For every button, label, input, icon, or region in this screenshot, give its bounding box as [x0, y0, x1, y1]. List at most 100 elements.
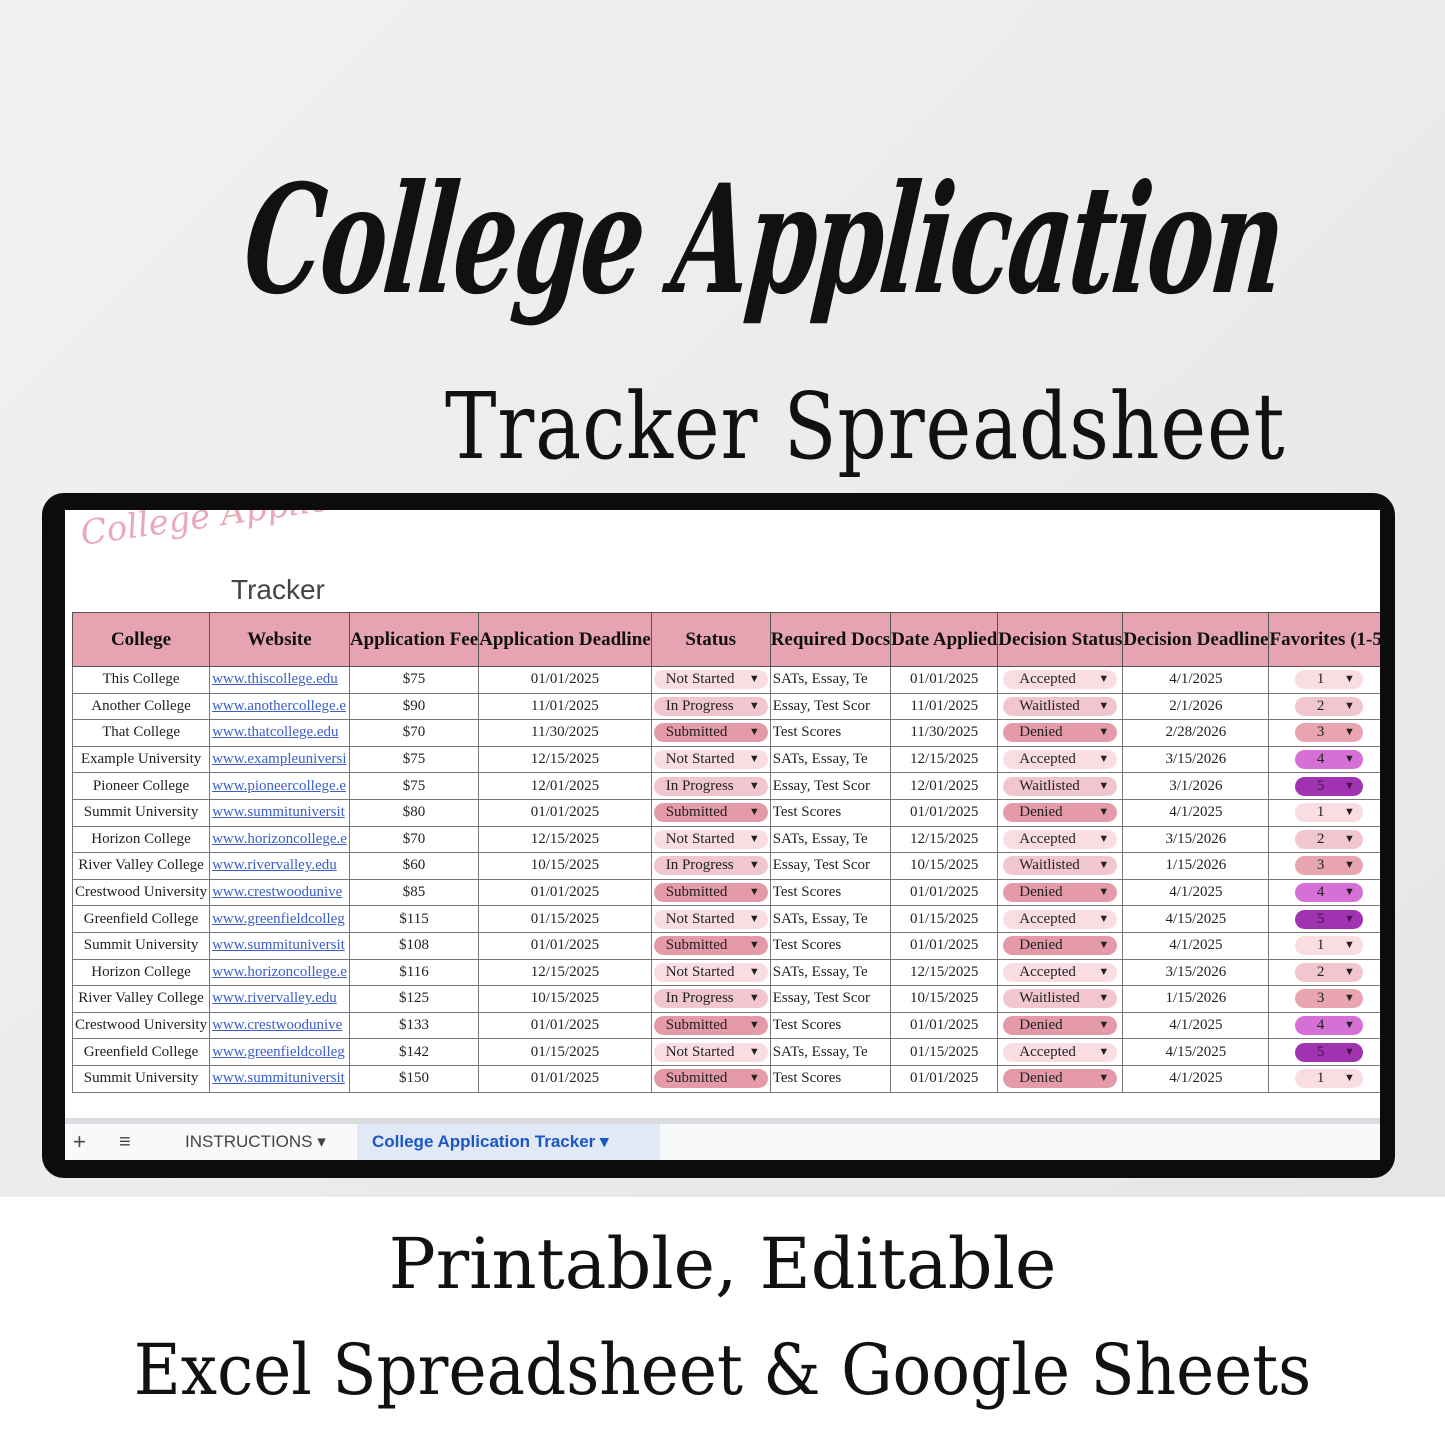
favorites-dropdown[interactable]: 5 ▼ [1294, 1042, 1363, 1062]
website-link[interactable]: www.thatcollege.edu [212, 724, 339, 741]
cell-required-docs[interactable]: Test Scores [769, 798, 892, 827]
cell-required-docs[interactable]: Test Scores [769, 719, 892, 747]
cell-website[interactable]: www.rivervalley.edu [209, 852, 350, 880]
cell-date-applied[interactable]: 01/15/2025 [890, 1038, 999, 1066]
cell-college[interactable]: Horizon College [71, 958, 211, 987]
cell-favorites[interactable]: 4 ▼ [1268, 878, 1380, 907]
cell-website[interactable]: www.summituniversit [209, 798, 350, 827]
cell-decision-status[interactable]: Denied ▼ [997, 1064, 1124, 1093]
cell-decision-deadline[interactable]: 1/15/2026 [1122, 852, 1270, 880]
status-dropdown[interactable]: Not Started ▼ [653, 750, 768, 770]
decision-status-dropdown[interactable]: Denied ▼ [1003, 1069, 1118, 1089]
cell-college[interactable]: Pioneer College [71, 772, 211, 800]
cell-decision-status[interactable]: Accepted ▼ [997, 905, 1124, 933]
cell-decision-deadline[interactable]: 3/15/2026 [1122, 745, 1270, 774]
cell-application-fee[interactable]: $70 [348, 719, 480, 747]
cell-required-docs[interactable]: SATs, Essay, Te [769, 1038, 892, 1066]
tab-instructions[interactable]: INSTRUCTIONS ▾ [185, 1124, 326, 1160]
website-link[interactable]: www.summituniversit [212, 804, 345, 821]
cell-required-docs[interactable]: SATs, Essay, Te [769, 666, 892, 694]
cell-website[interactable]: www.rivervalley.edu [209, 985, 350, 1013]
favorites-dropdown[interactable]: 1 ▼ [1294, 670, 1363, 690]
cell-decision-deadline[interactable]: 4/1/2025 [1122, 1064, 1270, 1093]
status-dropdown[interactable]: Not Started ▼ [653, 962, 768, 982]
cell-application-deadline[interactable]: 10/15/2025 [478, 985, 652, 1013]
cell-required-docs[interactable]: SATs, Essay, Te [769, 825, 892, 854]
cell-decision-status[interactable]: Denied ▼ [997, 1011, 1124, 1040]
cell-application-fee[interactable]: $60 [348, 852, 480, 880]
cell-decision-deadline[interactable]: 4/1/2025 [1122, 1011, 1270, 1040]
cell-website[interactable]: www.crestwoodunive [209, 1011, 350, 1040]
cell-date-applied[interactable]: 01/01/2025 [890, 931, 999, 960]
cell-application-fee[interactable]: $142 [348, 1038, 480, 1066]
cell-website[interactable]: www.pioneercollege.e [209, 772, 350, 800]
cell-application-fee[interactable]: $70 [348, 825, 480, 854]
decision-status-dropdown[interactable]: Denied ▼ [1003, 723, 1118, 743]
cell-favorites[interactable]: 2 ▼ [1268, 692, 1380, 721]
cell-college[interactable]: Crestwood University [71, 878, 211, 907]
cell-application-deadline[interactable]: 01/15/2025 [478, 905, 652, 933]
favorites-dropdown[interactable]: 2 ▼ [1294, 829, 1363, 849]
cell-date-applied[interactable]: 12/15/2025 [890, 958, 999, 987]
cell-application-deadline[interactable]: 01/15/2025 [478, 1038, 652, 1066]
cell-application-deadline[interactable]: 10/15/2025 [478, 852, 652, 880]
status-dropdown[interactable]: Submitted ▼ [653, 723, 768, 743]
cell-college[interactable]: That College [71, 719, 211, 747]
status-dropdown[interactable]: Submitted ▼ [653, 1016, 768, 1036]
cell-status[interactable]: Submitted ▼ [650, 719, 771, 747]
cell-decision-status[interactable]: Waitlisted ▼ [997, 985, 1124, 1013]
status-dropdown[interactable]: In Progress ▼ [653, 856, 768, 876]
favorites-dropdown[interactable]: 5 ▼ [1294, 909, 1363, 929]
cell-college[interactable]: Summit University [71, 798, 211, 827]
cell-application-fee[interactable]: $75 [348, 745, 480, 774]
cell-decision-status[interactable]: Denied ▼ [997, 878, 1124, 907]
decision-status-dropdown[interactable]: Accepted ▼ [1003, 750, 1118, 770]
website-link[interactable]: www.exampleuniversi [212, 751, 347, 768]
cell-website[interactable]: www.crestwoodunive [209, 878, 350, 907]
cell-application-fee[interactable]: $75 [348, 772, 480, 800]
decision-status-dropdown[interactable]: Denied ▼ [1003, 936, 1118, 956]
website-link[interactable]: www.crestwoodunive [212, 884, 343, 901]
cell-favorites[interactable]: 3 ▼ [1268, 985, 1380, 1013]
decision-status-dropdown[interactable]: Waitlisted ▼ [1003, 696, 1118, 716]
cell-college[interactable]: Crestwood University [71, 1011, 211, 1040]
cell-decision-deadline[interactable]: 2/1/2026 [1122, 692, 1270, 721]
decision-status-dropdown[interactable]: Accepted ▼ [1003, 909, 1118, 929]
decision-status-dropdown[interactable]: Accepted ▼ [1003, 962, 1118, 982]
cell-application-fee[interactable]: $115 [348, 905, 480, 933]
status-dropdown[interactable]: In Progress ▼ [653, 989, 768, 1009]
cell-college[interactable]: Another College [71, 692, 211, 721]
decision-status-dropdown[interactable]: Denied ▼ [1003, 883, 1118, 903]
cell-date-applied[interactable]: 11/01/2025 [890, 692, 999, 721]
cell-decision-deadline[interactable]: 2/28/2026 [1122, 719, 1270, 747]
cell-application-deadline[interactable]: 12/01/2025 [478, 772, 652, 800]
cell-date-applied[interactable]: 10/15/2025 [890, 985, 999, 1013]
cell-application-fee[interactable]: $85 [348, 878, 480, 907]
cell-status[interactable]: Submitted ▼ [650, 1011, 771, 1040]
website-link[interactable]: www.pioneercollege.e [212, 777, 347, 794]
cell-favorites[interactable]: 3 ▼ [1268, 719, 1380, 747]
cell-decision-status[interactable]: Denied ▼ [997, 931, 1124, 960]
cell-website[interactable]: www.thiscollege.edu [209, 666, 350, 694]
cell-application-deadline[interactable]: 11/01/2025 [478, 692, 652, 721]
cell-decision-deadline[interactable]: 4/15/2025 [1122, 905, 1270, 933]
cell-status[interactable]: Not Started ▼ [650, 958, 771, 987]
cell-decision-status[interactable]: Denied ▼ [997, 719, 1124, 747]
cell-required-docs[interactable]: SATs, Essay, Te [769, 745, 892, 774]
cell-application-fee[interactable]: $75 [348, 666, 480, 694]
favorites-dropdown[interactable]: 1 ▼ [1294, 1069, 1363, 1089]
cell-application-deadline[interactable]: 01/01/2025 [478, 1064, 652, 1093]
cell-status[interactable]: In Progress ▼ [650, 852, 771, 880]
status-dropdown[interactable]: Not Started ▼ [653, 829, 768, 849]
cell-website[interactable]: www.greenfieldcolleg [209, 905, 350, 933]
cell-decision-deadline[interactable]: 4/1/2025 [1122, 798, 1270, 827]
website-link[interactable]: www.greenfieldcolleg [212, 910, 345, 927]
cell-decision-deadline[interactable]: 3/1/2026 [1122, 772, 1270, 800]
cell-application-deadline[interactable]: 01/01/2025 [478, 931, 652, 960]
cell-website[interactable]: www.horizoncollege.e [209, 958, 350, 987]
cell-date-applied[interactable]: 10/15/2025 [890, 852, 999, 880]
decision-status-dropdown[interactable]: Accepted ▼ [1003, 1042, 1118, 1062]
status-dropdown[interactable]: Submitted ▼ [653, 1069, 768, 1089]
cell-date-applied[interactable]: 01/01/2025 [890, 798, 999, 827]
cell-required-docs[interactable]: Essay, Test Scor [769, 692, 892, 721]
